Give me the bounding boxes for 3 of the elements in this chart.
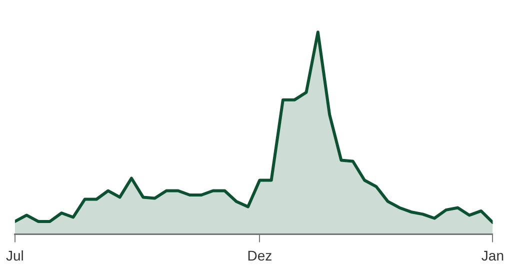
x-tick-label: Jan [481, 247, 504, 264]
x-tick-label: Jul [6, 247, 24, 264]
x-tick-label: Dez [247, 247, 272, 264]
